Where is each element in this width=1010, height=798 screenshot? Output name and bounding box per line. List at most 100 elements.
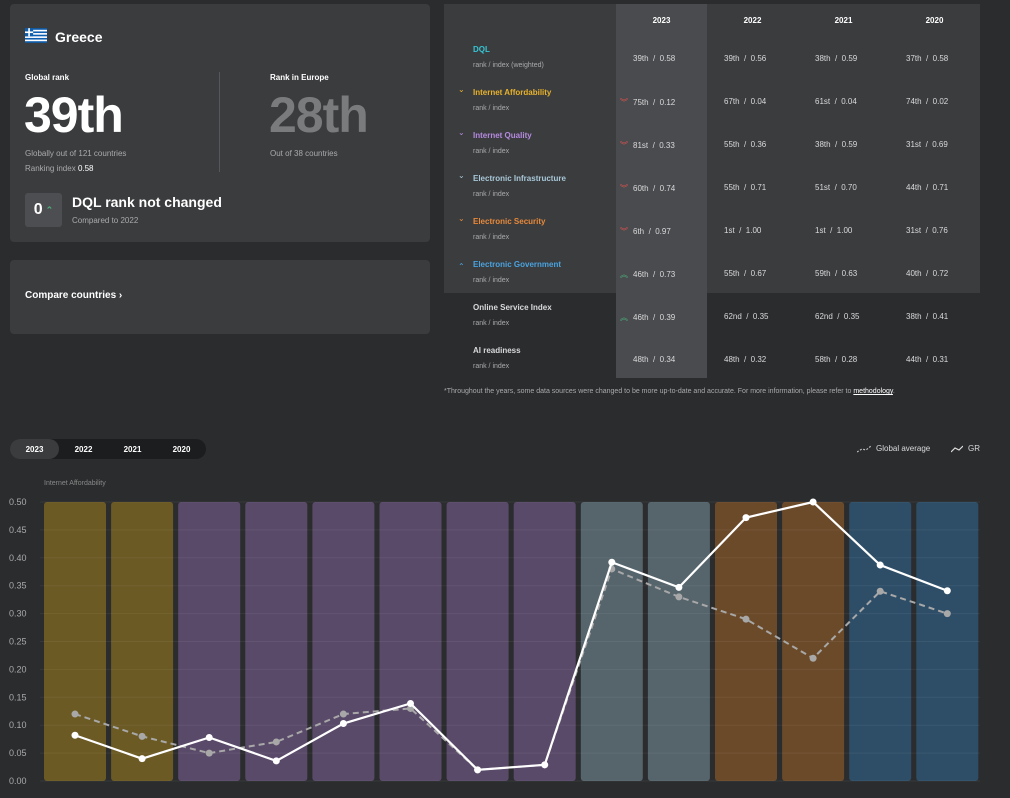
row-name[interactable]: Electronic Government	[473, 260, 562, 269]
data-point[interactable]	[474, 766, 482, 774]
data-point[interactable]	[809, 654, 817, 662]
table-cell: ︽ 46th / 0.73	[620, 270, 676, 279]
footnote: *Throughout the years, some data sources…	[444, 388, 895, 395]
chart-band[interactable]	[782, 502, 845, 781]
europe-rank-value: 28th	[269, 87, 369, 143]
data-point[interactable]	[339, 720, 347, 728]
table-cell: ︾ 6th / 0.97	[620, 227, 671, 236]
chart-band[interactable]	[580, 502, 643, 781]
chart-band[interactable]	[379, 502, 442, 781]
data-point[interactable]	[876, 587, 884, 595]
chart-band[interactable]	[513, 502, 576, 781]
pillar-line-chart: 0.50 0.45 0.40 0.35 0.30 0.25 0.20 0.15 0.10 0.05…	[9, 497, 980, 786]
rank-down-icon: ︾	[620, 227, 628, 236]
data-point[interactable]	[71, 710, 79, 718]
year-tab-2021[interactable]: 2021	[123, 444, 142, 454]
chevron-up-icon[interactable]: ⌃	[458, 262, 465, 271]
table-cell: 67th / 0.04	[724, 97, 767, 106]
rank-change-badge: 0 ⌃	[25, 193, 62, 227]
data-point[interactable]	[138, 732, 146, 740]
table-cell: 40th / 0.72	[906, 269, 949, 278]
chart-band[interactable]	[178, 502, 241, 781]
row-name[interactable]: Electronic Infrastructure	[473, 174, 566, 183]
legend-global-average[interactable]: Global average	[857, 444, 930, 453]
table-cell: ︾ 81st / 0.33	[620, 141, 675, 150]
row-name[interactable]: Internet Affordability	[473, 88, 552, 97]
data-point[interactable]	[205, 733, 213, 741]
table-header-2020: 2020	[925, 16, 944, 25]
y-tick-label: 0.15	[9, 692, 27, 702]
solid-line-icon	[951, 445, 963, 452]
greece-flag-icon	[25, 28, 47, 43]
table-cell: ︾ 60th / 0.74	[620, 184, 676, 193]
chart-band[interactable]	[245, 502, 308, 781]
table-cell: 48th / 0.32	[724, 355, 767, 364]
year-tab-2022[interactable]: 2022	[74, 444, 93, 454]
chart-band[interactable]	[44, 502, 106, 781]
global-rank-value: 39th	[24, 87, 124, 143]
year-tab-2023[interactable]: 2023	[10, 439, 59, 459]
table-cell: 62nd / 0.35	[815, 312, 860, 321]
table-cell: 38th / 0.59	[815, 54, 858, 63]
table-cell: 39th / 0.56	[724, 54, 767, 63]
table-cell: 55th / 0.71	[724, 183, 767, 192]
data-point[interactable]	[943, 610, 951, 618]
table-cell: 38th / 0.41	[906, 312, 949, 321]
table-cell: 55th / 0.36	[724, 140, 767, 149]
y-tick-label: 0.40	[9, 553, 27, 563]
data-point[interactable]	[138, 755, 146, 763]
data-point[interactable]	[205, 749, 213, 757]
data-point[interactable]	[608, 558, 616, 566]
row-subtitle: rank / index	[473, 277, 510, 284]
data-point[interactable]	[71, 731, 79, 739]
column-2023-highlight	[616, 4, 707, 378]
compare-countries-card[interactable]: Compare countries ›	[10, 260, 430, 334]
table-cell: 59th / 0.63	[815, 269, 858, 278]
rank-up-icon: ︽	[620, 270, 628, 279]
data-point[interactable]	[876, 561, 884, 569]
data-point[interactable]	[541, 761, 549, 769]
row-name[interactable]: Internet Quality	[473, 131, 532, 140]
chart-band[interactable]	[446, 502, 509, 781]
chevron-down-icon[interactable]: ⌄	[458, 85, 465, 94]
chevrons-up-icon: ⌃	[45, 204, 54, 215]
data-point[interactable]	[943, 587, 951, 595]
row-subtitle: rank / index	[473, 320, 510, 327]
chart-band[interactable]	[312, 502, 375, 781]
data-point[interactable]	[675, 583, 683, 591]
rank-down-icon: ︾	[620, 184, 628, 193]
y-tick-label: 0.45	[9, 525, 27, 535]
chart-band[interactable]	[715, 502, 777, 781]
table-cell: 37th / 0.58	[906, 54, 949, 63]
chart-category-label: Internet Affordability	[44, 480, 106, 487]
chevron-down-icon[interactable]: ⌄	[458, 171, 465, 180]
chevron-down-icon[interactable]: ⌄	[458, 214, 465, 223]
chart-band[interactable]	[916, 502, 979, 781]
row-subtitle: rank / index	[473, 234, 510, 241]
data-point[interactable]	[675, 593, 683, 601]
chevron-down-icon[interactable]: ⌄	[458, 128, 465, 137]
table-cell: 1st / 1.00	[724, 226, 762, 235]
table-cell: 58th / 0.28	[815, 355, 858, 364]
row-name[interactable]: Electronic Security	[473, 217, 546, 226]
chart-band[interactable]	[111, 502, 174, 781]
rank-up-icon: ︽	[620, 313, 628, 322]
table-header-2023: 2023	[652, 16, 671, 25]
data-point[interactable]	[272, 738, 280, 746]
row-subtitle: rank / index	[473, 148, 510, 155]
europe-rank-label: Rank in Europe	[270, 73, 329, 82]
data-point[interactable]	[742, 514, 750, 522]
data-point[interactable]	[339, 710, 347, 718]
data-point[interactable]	[407, 699, 414, 707]
series-line-gr	[74, 500, 948, 771]
y-tick-label: 0.50	[9, 497, 27, 507]
compare-countries-link[interactable]: Compare countries ›	[25, 290, 123, 301]
y-tick-label: 0.00	[9, 776, 27, 786]
data-point[interactable]	[809, 498, 817, 506]
data-point[interactable]	[272, 757, 280, 765]
legend-country[interactable]: GR	[951, 444, 980, 453]
year-tab-2020[interactable]: 2020	[172, 444, 191, 454]
y-tick-label: 0.30	[9, 609, 27, 619]
methodology-link[interactable]: methodology	[853, 388, 893, 395]
data-point[interactable]	[742, 615, 750, 623]
